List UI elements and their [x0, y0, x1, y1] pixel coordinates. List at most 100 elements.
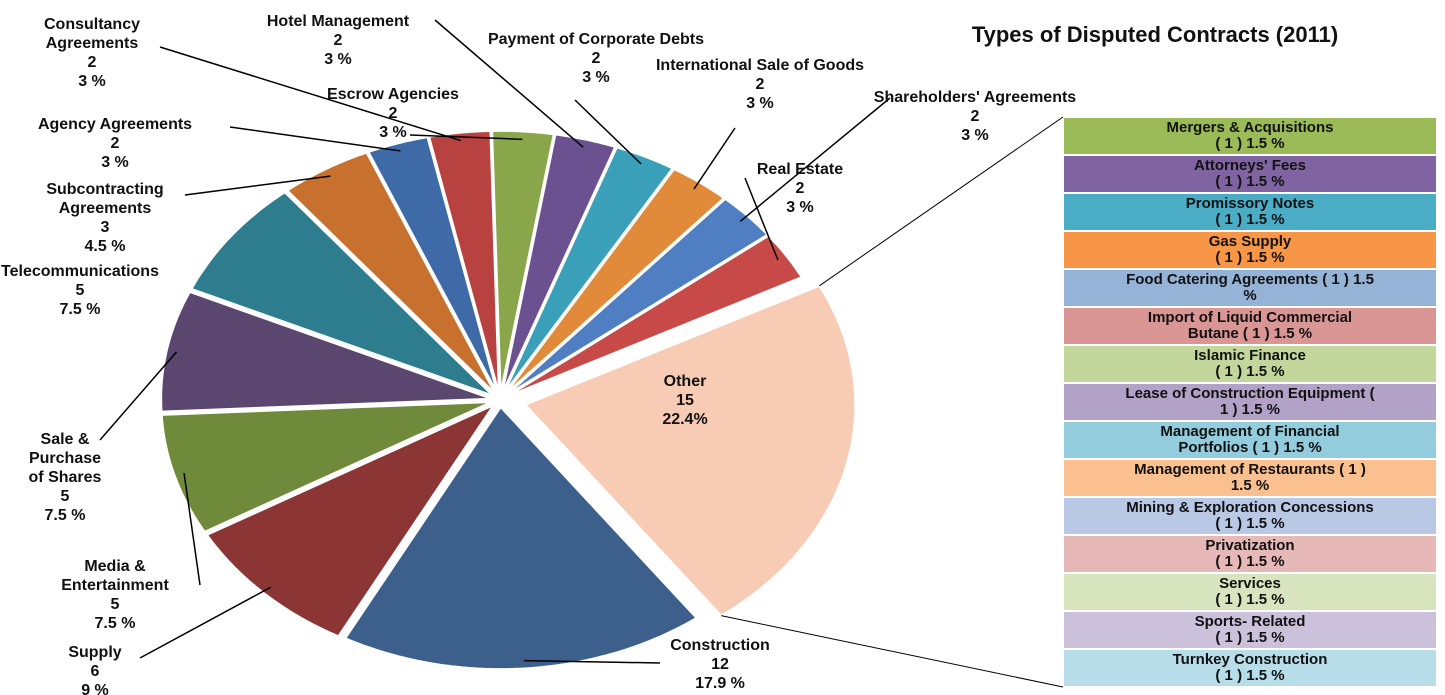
breakdown-count: ( 1 )	[1215, 591, 1243, 608]
breakdown-row: Management of Financial Portfolios ( 1 )…	[1063, 421, 1437, 459]
slice-percent: 3 %	[101, 154, 129, 171]
breakdown-row: Services ( 1 ) 1.5 %	[1063, 573, 1437, 611]
breakdown-percent: 1.5 %	[1243, 271, 1374, 304]
slice-name: Construction	[670, 637, 770, 654]
breakdown-count: ( 1 )	[1215, 173, 1243, 190]
slice-label: Hotel Management 2 3 %	[238, 12, 438, 69]
breakdown-label: Lease of Construction Equipment ( 1 ) 1.…	[1125, 386, 1375, 418]
breakdown-label: Services ( 1 ) 1.5 %	[1070, 576, 1430, 608]
slice-count: 5	[75, 282, 85, 299]
leader-line	[139, 586, 271, 659]
leader-line	[184, 175, 331, 196]
breakdown-percent: 1.5 %	[1246, 173, 1285, 190]
slice-percent: 3 %	[582, 69, 610, 86]
slice-count: 3	[100, 219, 110, 236]
slice-count: 2	[755, 76, 765, 93]
slice-label: Agency Agreements 2 3 %	[5, 115, 225, 172]
slice-count: 5	[110, 596, 120, 613]
breakdown-count: ( 1 )	[1242, 325, 1270, 342]
pie-slice	[367, 135, 499, 394]
pie-slice	[160, 290, 492, 413]
connector-line	[819, 116, 1064, 287]
breakdown-name: Gas Supply	[1208, 233, 1292, 250]
slice-percent: 4.5 %	[84, 238, 126, 255]
slice-label: Media & Entertainment 5 7.5 %	[45, 557, 185, 633]
breakdown-label: Turnkey Construction ( 1 ) 1.5 %	[1070, 652, 1430, 684]
pie-slice	[507, 234, 804, 398]
breakdown-name: Management of Financial Portfolios	[1160, 423, 1340, 456]
breakdown-label: Sports- Related ( 1 ) 1.5 %	[1070, 614, 1430, 646]
breakdown-label: Islamic Finance ( 1 ) 1.5 %	[1070, 348, 1430, 380]
breakdown-percent: 1.5 %	[1246, 515, 1285, 532]
pie-slice	[190, 191, 494, 397]
pie-slice	[160, 401, 492, 534]
slice-count: 2	[110, 135, 120, 152]
breakdown-name: Lease of Construction Equipment	[1125, 385, 1366, 402]
slice-count: 2	[795, 180, 805, 197]
slice-count: 15	[676, 392, 694, 409]
breakdown-label: Food Catering Agreements ( 1 ) 1.5 %	[1125, 272, 1375, 304]
slice-percent: 3 %	[379, 124, 407, 141]
slice-name: Consultancy Agreements	[43, 16, 140, 52]
breakdown-row: Food Catering Agreements ( 1 ) 1.5 %	[1063, 269, 1437, 307]
breakdown-row: Turnkey Construction ( 1 ) 1.5 %	[1063, 649, 1437, 687]
slice-count: 12	[711, 656, 729, 673]
leader-line	[99, 351, 178, 441]
slice-percent: 3 %	[324, 51, 352, 68]
leader-line	[229, 126, 401, 152]
leader-line	[744, 177, 779, 261]
pie-slice	[502, 146, 675, 395]
pie-slice	[523, 284, 857, 617]
breakdown-row: Attorneys' Fees ( 1 ) 1.5 %	[1063, 155, 1437, 193]
breakdown-percent: 1.5 %	[1246, 249, 1285, 266]
breakdown-name: Sports- Related	[1194, 613, 1306, 630]
breakdown-name: Turnkey Construction	[1172, 651, 1328, 668]
slice-label: International Sale of Goods 2 3 %	[650, 56, 870, 113]
breakdown-count: ( 1 )	[1215, 135, 1243, 152]
slice-percent: 7.5 %	[44, 507, 86, 524]
slice-count: 2	[970, 108, 980, 125]
breakdown-count: ( 1 )	[1215, 515, 1243, 532]
breakdown-label: Promissory Notes ( 1 ) 1.5 %	[1070, 196, 1430, 228]
breakdown-count: ( 1 )	[1252, 439, 1280, 456]
breakdown-name: Mergers & Acquisitions	[1166, 119, 1334, 136]
breakdown-name: Mining & Exploration Concessions	[1126, 499, 1374, 516]
breakdown-row: Islamic Finance ( 1 ) 1.5 %	[1063, 345, 1437, 383]
leader-line	[183, 473, 201, 586]
breakdown-row: Import of Liquid Commercial Butane ( 1 )…	[1063, 307, 1437, 345]
leader-line	[159, 46, 461, 142]
breakdown-row: Gas Supply ( 1 ) 1.5 %	[1063, 231, 1437, 269]
breakdown-name: Islamic Finance	[1194, 347, 1306, 364]
breakdown-count: ( 1 )	[1215, 363, 1243, 380]
breakdown-row: Sports- Related ( 1 ) 1.5 %	[1063, 611, 1437, 649]
slice-percent: 17.9 %	[695, 675, 745, 692]
slice-label: Consultancy Agreements 2 3 %	[17, 15, 167, 91]
slice-percent: 7.5 %	[94, 615, 136, 632]
breakdown-label: Import of Liquid Commercial Butane ( 1 )…	[1125, 310, 1375, 342]
slice-count: 5	[60, 488, 70, 505]
leader-line	[693, 127, 736, 190]
breakdown-row: Mergers & Acquisitions ( 1 ) 1.5 %	[1063, 117, 1437, 155]
leader-line	[409, 134, 523, 141]
slice-percent: 9 %	[81, 682, 109, 695]
slice-label: Sale & Purchase of Shares 5 7.5 %	[20, 430, 110, 525]
leader-line	[523, 659, 661, 664]
breakdown-row: Privatization ( 1 ) 1.5 %	[1063, 535, 1437, 573]
connector-line	[721, 615, 1064, 688]
breakdown-percent: 1.5 %	[1246, 363, 1285, 380]
breakdown-count: ( 1 )	[1322, 271, 1349, 288]
breakdown-percent: 1.5 %	[1246, 591, 1285, 608]
leader-line	[434, 19, 584, 148]
breakdown-name: Services	[1219, 575, 1281, 592]
breakdown-count: ( 1 )	[1215, 629, 1243, 646]
breakdown-row: Lease of Construction Equipment ( 1 ) 1.…	[1063, 383, 1437, 421]
slice-percent: 3 %	[78, 73, 106, 90]
pie-slice	[205, 402, 497, 638]
breakdown-row: Management of Restaurants ( 1 ) 1.5 %	[1063, 459, 1437, 497]
breakdown-count: ( 1 )	[1219, 385, 1375, 418]
slice-label: Construction 12 17.9 %	[650, 636, 790, 693]
slice-label: Supply 6 9 %	[45, 643, 145, 695]
slice-name: Hotel Management	[266, 13, 410, 30]
